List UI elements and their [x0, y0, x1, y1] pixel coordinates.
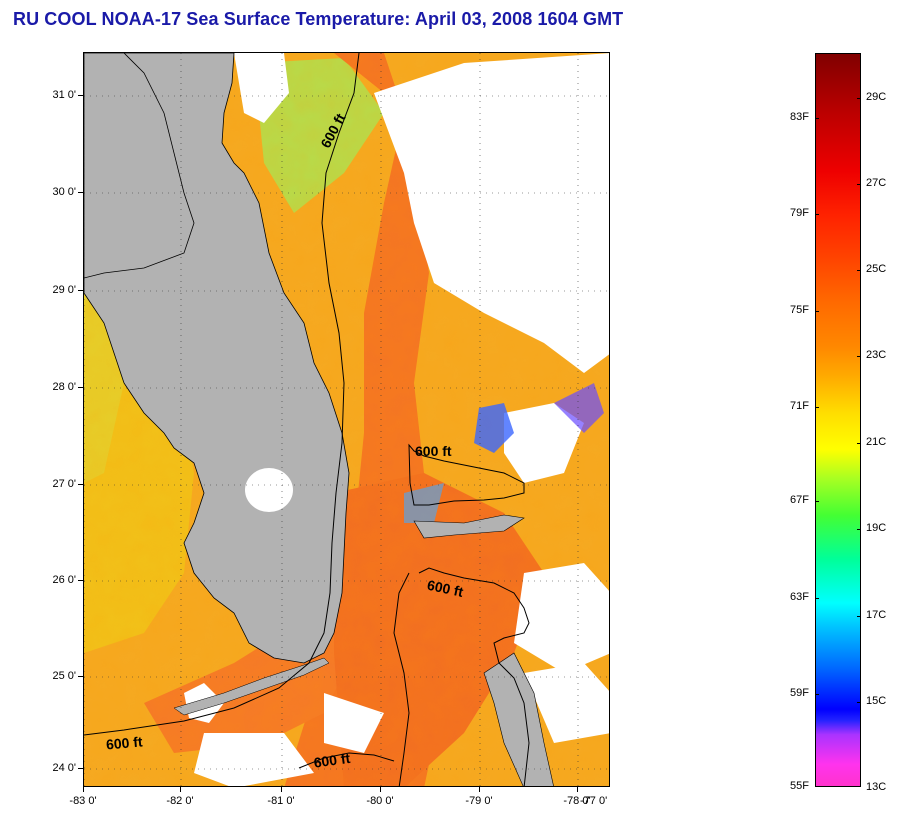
colorbar-tick: [815, 214, 819, 215]
lat-label-24: 24 0': [52, 762, 76, 774]
lon-label-83: -83 0': [69, 795, 97, 807]
colorbar-label-83f: 83F: [790, 111, 809, 123]
grand-bahama: [413, 514, 525, 539]
map-title: RU COOL NOAA-17 Sea Surface Temperature:…: [13, 9, 624, 29]
colorbar-tick: [815, 501, 819, 502]
colorbar-label-29c: 29C: [866, 91, 887, 103]
cloud-southeast: [524, 663, 609, 743]
big-bend-land: [84, 53, 195, 279]
colorbar-tick: [815, 118, 819, 119]
lon-label-78: -78 0': [563, 795, 591, 807]
cloud-bahamas-1: [504, 403, 584, 483]
lon-tick: [281, 787, 282, 792]
sst-map-canvas: 600 ft 600 ft 600 ft 600 ft 600 ft: [84, 53, 609, 786]
lat-tick: [78, 192, 83, 193]
colorbar-tick: [857, 356, 861, 357]
lat-tick: [78, 676, 83, 677]
temperature-colorbar: [815, 53, 861, 787]
cold-patch-1: [474, 403, 514, 453]
colorbar-label-71f: 71F: [790, 400, 809, 412]
graticule: [84, 53, 609, 786]
lake-okeechobee: [245, 468, 293, 512]
colorbar-tick: [815, 407, 819, 408]
lat-label-29: 29 0': [52, 284, 76, 296]
colorbar-label-25c: 25C: [866, 263, 887, 275]
cloud-east: [514, 563, 609, 673]
colorbar-label-55f: 55F: [790, 780, 809, 792]
colorbar-tick: [815, 311, 819, 312]
colorbar-label-21c: 21C: [866, 436, 887, 448]
colorbar-label-13c: 13C: [866, 781, 887, 793]
lon-label-77: -77 0': [580, 795, 608, 807]
lon-label-81: -81 0': [267, 795, 295, 807]
colorbar-label-23c: 23C: [866, 349, 887, 361]
lat-tick: [78, 95, 83, 96]
lat-tick: [78, 290, 83, 291]
colorbar-tick: [857, 443, 861, 444]
colorbar-tick: [857, 270, 861, 271]
colorbar-tick: [857, 98, 861, 99]
colorbar-label-63f: 63F: [790, 591, 809, 603]
lat-tick: [78, 580, 83, 581]
lat-label-26: 26 0': [52, 574, 76, 586]
colorbar-tick: [815, 598, 819, 599]
cloud-north: [234, 53, 289, 123]
lat-label-30: 30 0': [52, 186, 76, 198]
cold-patch-2: [554, 383, 604, 433]
lat-tick: [78, 484, 83, 485]
andros-island: [483, 652, 554, 786]
colorbar-label-27c: 27C: [866, 177, 887, 189]
sst-map: 600 ft 600 ft 600 ft 600 ft 600 ft: [83, 52, 610, 787]
contour-label-west: 600 ft: [105, 733, 143, 752]
lon-label-80: -80 0': [366, 795, 394, 807]
lat-label-27: 27 0': [52, 478, 76, 490]
lon-label-82: -82 0': [166, 795, 194, 807]
lat-label-31: 31 0': [52, 89, 76, 101]
lon-tick: [83, 787, 84, 792]
colorbar-label-59f: 59F: [790, 687, 809, 699]
lat-tick: [78, 768, 83, 769]
lon-tick: [380, 787, 381, 792]
colorbar-label-19c: 19C: [866, 522, 887, 534]
florida-keys: [173, 657, 330, 716]
colorbar-label-17c: 17C: [866, 609, 887, 621]
colorbar-label-15c: 15C: [866, 695, 887, 707]
colorbar-label-79f: 79F: [790, 207, 809, 219]
colorbar-tick: [857, 529, 861, 530]
colorbar-tick: [857, 616, 861, 617]
contour-label-east: 600 ft: [426, 577, 465, 600]
contour-label-south: 600 ft: [313, 750, 352, 771]
cloud-northeast: [374, 53, 609, 373]
isobath-600ft: [84, 53, 530, 786]
cold-patch-3: [404, 483, 444, 523]
lat-tick: [78, 387, 83, 388]
cloud-south-2: [324, 693, 384, 753]
colorbar-tick: [857, 184, 861, 185]
cloud-south: [194, 733, 314, 786]
colorbar-tick: [815, 694, 819, 695]
colorbar-tick: [857, 702, 861, 703]
lon-tick: [180, 787, 181, 792]
lon-tick: [479, 787, 480, 792]
lat-label-25: 25 0': [52, 670, 76, 682]
contour-label-bahamas: 600 ft: [415, 443, 452, 459]
colorbar-label-75f: 75F: [790, 304, 809, 316]
colorbar-label-67f: 67F: [790, 494, 809, 506]
lon-label-79: -79 0': [465, 795, 493, 807]
lon-tick: [577, 787, 578, 792]
lat-label-28: 28 0': [52, 381, 76, 393]
